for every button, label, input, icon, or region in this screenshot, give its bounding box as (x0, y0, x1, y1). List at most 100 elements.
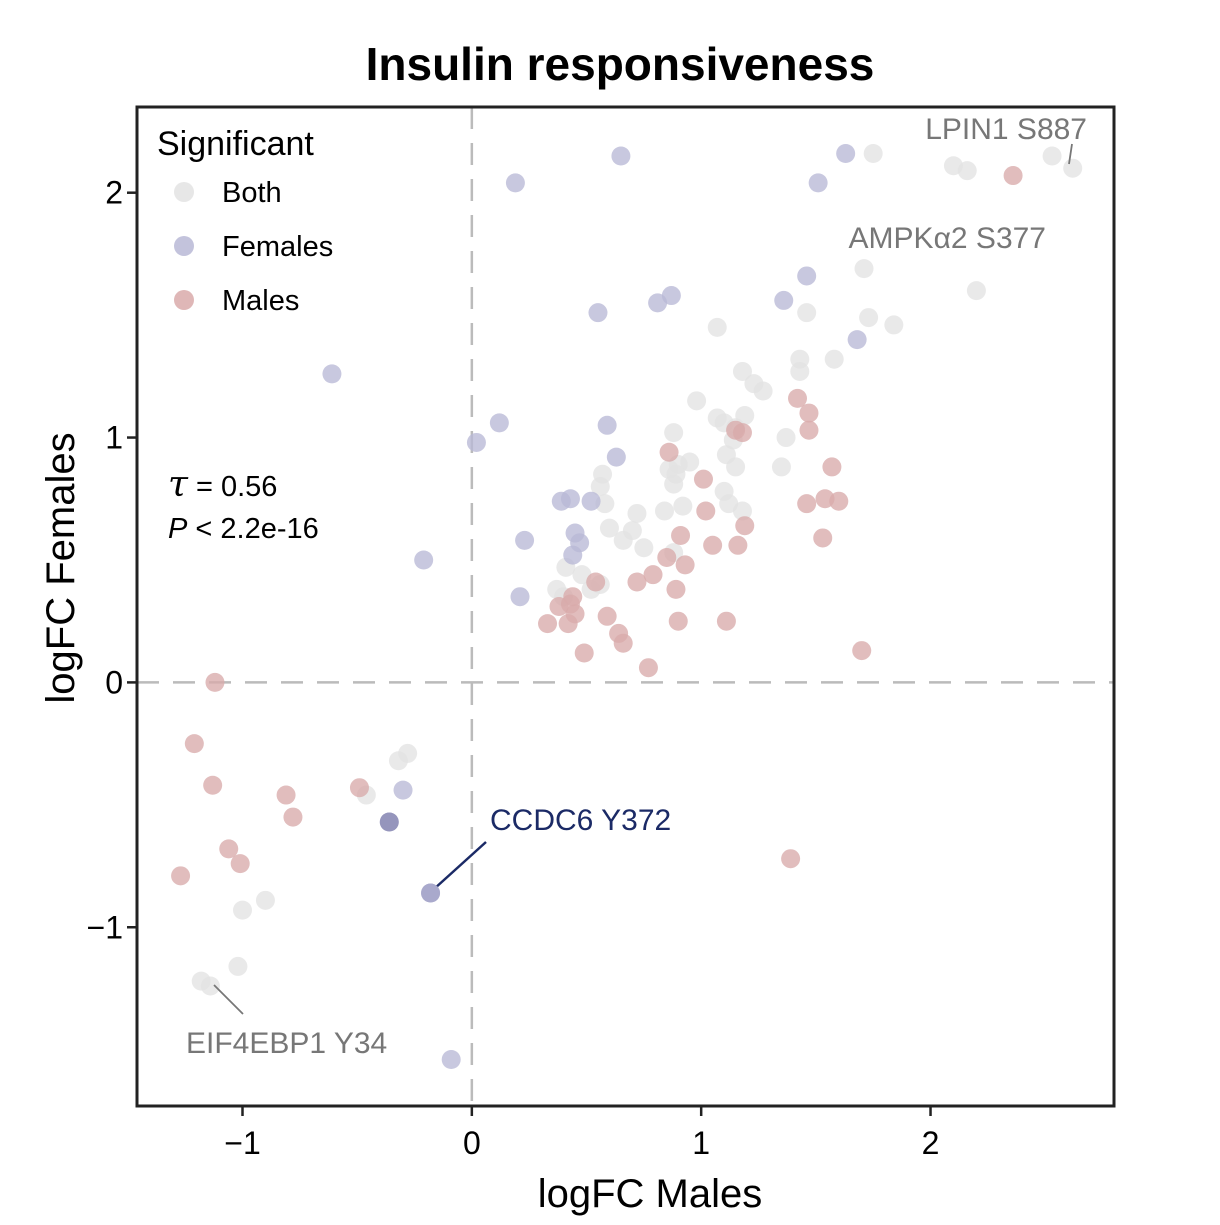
legend-title: Significant (157, 125, 314, 163)
data-point (597, 606, 617, 626)
data-point (171, 866, 191, 886)
data-point (732, 423, 752, 443)
tau-stat: τ = 0.56 (168, 464, 277, 505)
data-point (726, 457, 746, 477)
x-tick-label: 1 (692, 1125, 710, 1161)
data-point (781, 849, 801, 869)
data-point (957, 161, 977, 181)
data-point (753, 381, 773, 401)
legend-label-both: Both (222, 177, 282, 209)
data-point (790, 361, 810, 381)
data-point (276, 785, 296, 805)
data-point (489, 413, 509, 433)
data-point (813, 528, 833, 548)
y-axis: −1 0 1 2 (87, 175, 137, 945)
legend-swatch-females (174, 236, 194, 256)
data-point (863, 144, 883, 164)
annotation-lpin1-s887: LPIN1 S887 (925, 113, 1087, 146)
y-tick-label: 0 (105, 664, 123, 700)
data-point (228, 956, 248, 976)
legend-swatch-males (174, 290, 194, 310)
data-point (771, 457, 791, 477)
data-point (673, 496, 693, 516)
annotation-leader-eif4ebp1-y34 (213, 984, 244, 1015)
data-point (283, 807, 303, 827)
legend-swatch-both (174, 182, 194, 202)
data-point (1042, 146, 1062, 166)
legend: Significant Both Females Males (157, 125, 333, 317)
data-point (696, 501, 716, 521)
data-point (675, 555, 695, 575)
data-point (563, 545, 583, 565)
annotation-ampk-2-s377: AMPKα2 S377 (849, 222, 1046, 255)
data-point (671, 525, 691, 545)
data-point (657, 548, 677, 568)
data-point (388, 751, 408, 771)
data-point (643, 565, 663, 585)
annotation-leader-lpin1-s887 (1068, 143, 1073, 165)
reference-lines (137, 107, 1114, 1106)
annotation-leader-ccdc6-y372 (433, 841, 487, 890)
data-point (693, 469, 713, 489)
data-point (854, 259, 874, 279)
data-point (586, 572, 606, 592)
legend-label-males: Males (222, 285, 299, 317)
data-points (171, 144, 1083, 1069)
data-point (590, 477, 610, 497)
data-point (322, 364, 342, 384)
p-symbol: P (168, 513, 188, 545)
data-point (732, 501, 752, 521)
data-point (808, 173, 828, 193)
data-point (505, 173, 525, 193)
data-point (797, 266, 817, 286)
data-point (588, 303, 608, 323)
data-point (703, 535, 723, 555)
data-point (824, 349, 844, 369)
data-point (966, 281, 986, 301)
data-point (441, 1049, 461, 1069)
data-point (581, 491, 601, 511)
y-axis-title: logFC Females (39, 432, 83, 703)
legend-label-females: Females (222, 231, 333, 263)
y-tick-label: 1 (105, 420, 123, 456)
data-point (510, 587, 530, 607)
data-point (611, 146, 631, 166)
data-point (627, 572, 647, 592)
tau-value: = 0.56 (188, 471, 278, 503)
p-value: < 2.2e-16 (187, 513, 318, 545)
data-point (574, 643, 594, 663)
data-point (852, 641, 872, 661)
x-tick-label: −1 (224, 1125, 260, 1161)
data-point (799, 420, 819, 440)
data-point (606, 447, 626, 467)
data-point (776, 428, 796, 448)
data-point (648, 293, 668, 313)
data-point (664, 423, 684, 443)
x-axis: −1 0 1 2 (224, 1106, 939, 1161)
data-point (732, 361, 752, 381)
data-point (716, 611, 736, 631)
data-point (654, 501, 674, 521)
series-both (191, 144, 1083, 996)
data-point (515, 530, 535, 550)
y-tick-label: −1 (87, 909, 123, 945)
data-point (255, 890, 275, 910)
data-point (829, 491, 849, 511)
data-point (1063, 158, 1083, 178)
data-point (627, 503, 647, 523)
data-point (1003, 166, 1023, 186)
annotations: LPIN1 S887 AMPKα2 S377 CCDC6 Y372 EIF4EBP1 … (186, 113, 1087, 1060)
annotation-ccdc6-y372: CCDC6 Y372 (490, 804, 671, 837)
data-point (687, 391, 707, 411)
data-point (634, 538, 654, 558)
p-stat: P < 2.2e-16 (168, 513, 319, 545)
data-point (735, 516, 755, 536)
series-males (171, 166, 1023, 886)
data-point (664, 474, 684, 494)
data-point (884, 315, 904, 335)
data-point (822, 457, 842, 477)
data-point (836, 144, 856, 164)
data-point (379, 812, 399, 832)
data-point (774, 290, 794, 310)
